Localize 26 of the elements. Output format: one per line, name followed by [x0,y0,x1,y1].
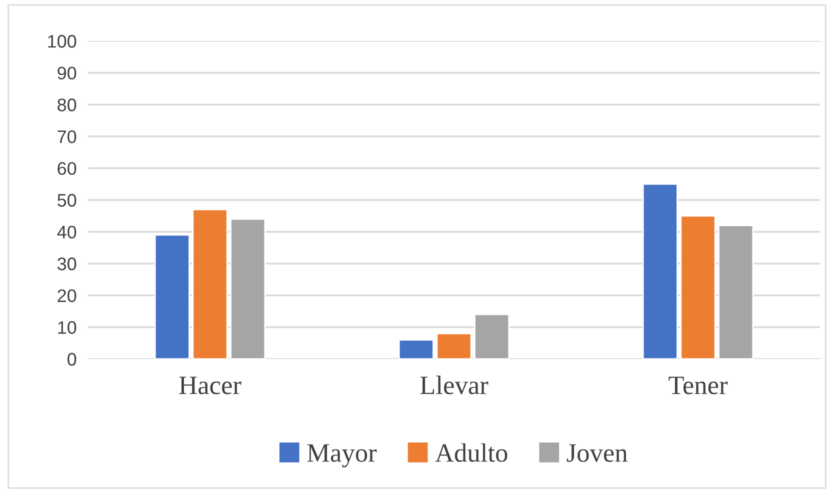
y-tick-label: 20 [58,289,76,302]
bar [436,332,472,359]
x-tick-label: Llevar [420,376,488,394]
legend-label: Adulto [435,443,508,462]
bar [398,339,434,359]
legend-label: Mayor [307,444,377,468]
y-tick-label: 70 [58,130,76,144]
bar [680,215,716,359]
y-tick-label: 90 [58,66,76,80]
y-tick-label: 30 [57,258,76,270]
y-tick-label: 100 [48,34,76,48]
y-tick-label: 80 [58,98,76,112]
y-tick-label: 50 [58,194,76,207]
bar [474,314,510,359]
y-tick-label: 10 [58,321,76,334]
bar [192,208,228,359]
x-tick-label: Hacer [179,376,242,394]
bar [230,218,266,359]
legend-label: Joven [566,444,628,462]
x-tick-label: Tener [668,376,728,394]
y-tick-label: 0 [68,352,76,366]
y-tick-label: 40 [57,226,76,239]
bar [154,234,190,359]
bar [642,183,678,359]
y-tick-label: 60 [58,162,76,175]
bar [718,224,754,359]
